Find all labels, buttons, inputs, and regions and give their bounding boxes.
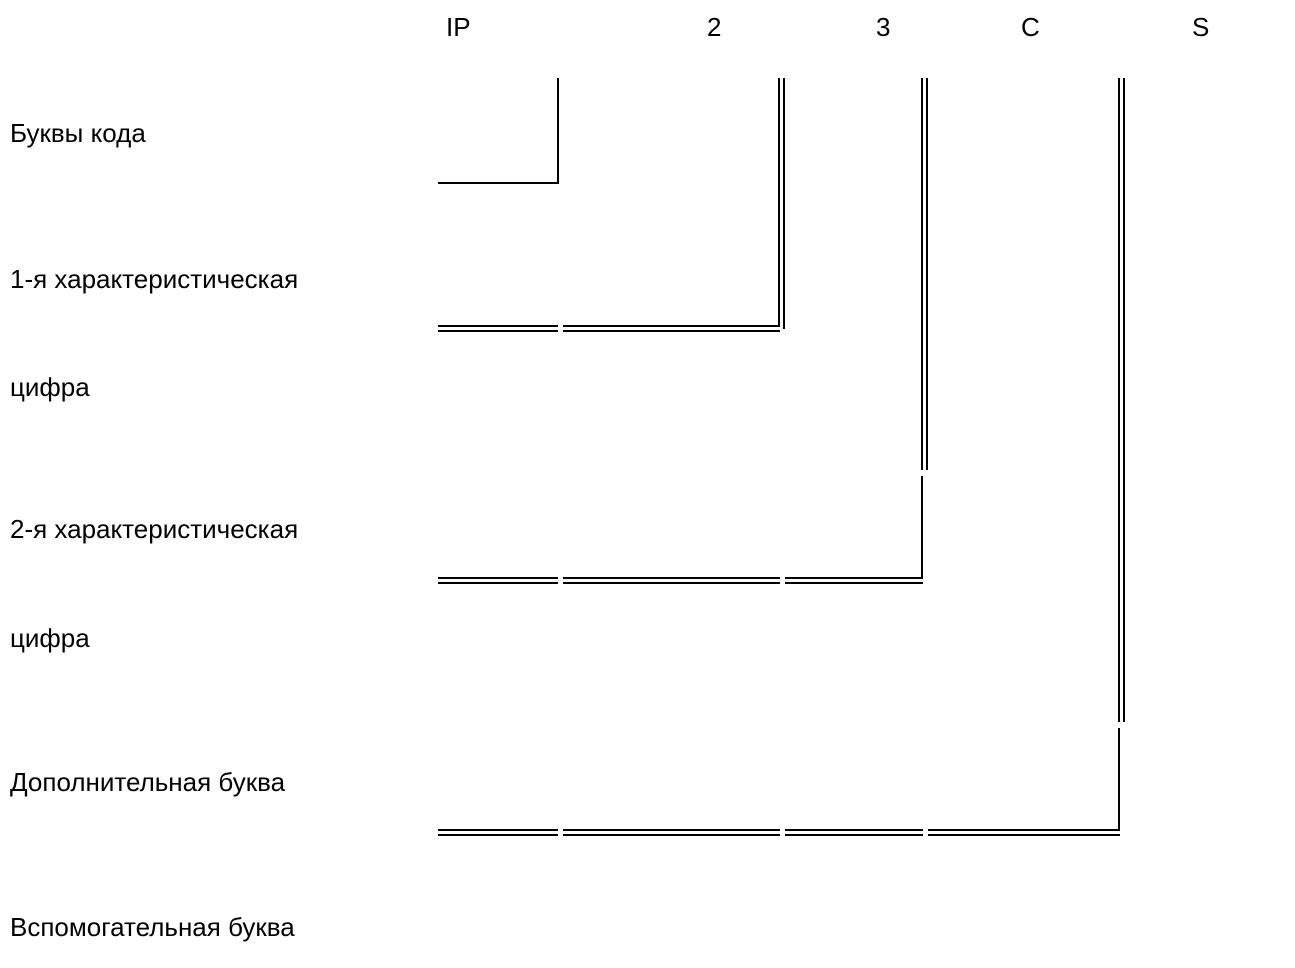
code-letter-ip: IP: [446, 12, 471, 42]
code-digit-first: 2: [707, 12, 722, 42]
connector-second-digit: [438, 78, 928, 584]
code-digit-second: 3: [876, 12, 891, 42]
connector-additional-letter: [438, 78, 1125, 836]
label-first-digit-line1: 1-я характеристическая: [10, 264, 299, 294]
connector-code-letters: [438, 78, 559, 184]
code-letter-additional: C: [1021, 12, 1040, 42]
label-second-digit-line1: 2-я характеристическая: [10, 514, 299, 544]
label-additional-letter: Дополнительная буква: [10, 767, 286, 797]
label-code-letters: Буквы кода: [10, 118, 146, 148]
connector-first-digit: [438, 78, 785, 332]
label-second-digit-line2: цифра: [10, 623, 90, 653]
label-first-digit-line2: цифра: [10, 372, 90, 402]
code-letter-auxiliary: S: [1192, 12, 1210, 42]
label-auxiliary-letter: Вспомогательная буква: [10, 912, 295, 942]
